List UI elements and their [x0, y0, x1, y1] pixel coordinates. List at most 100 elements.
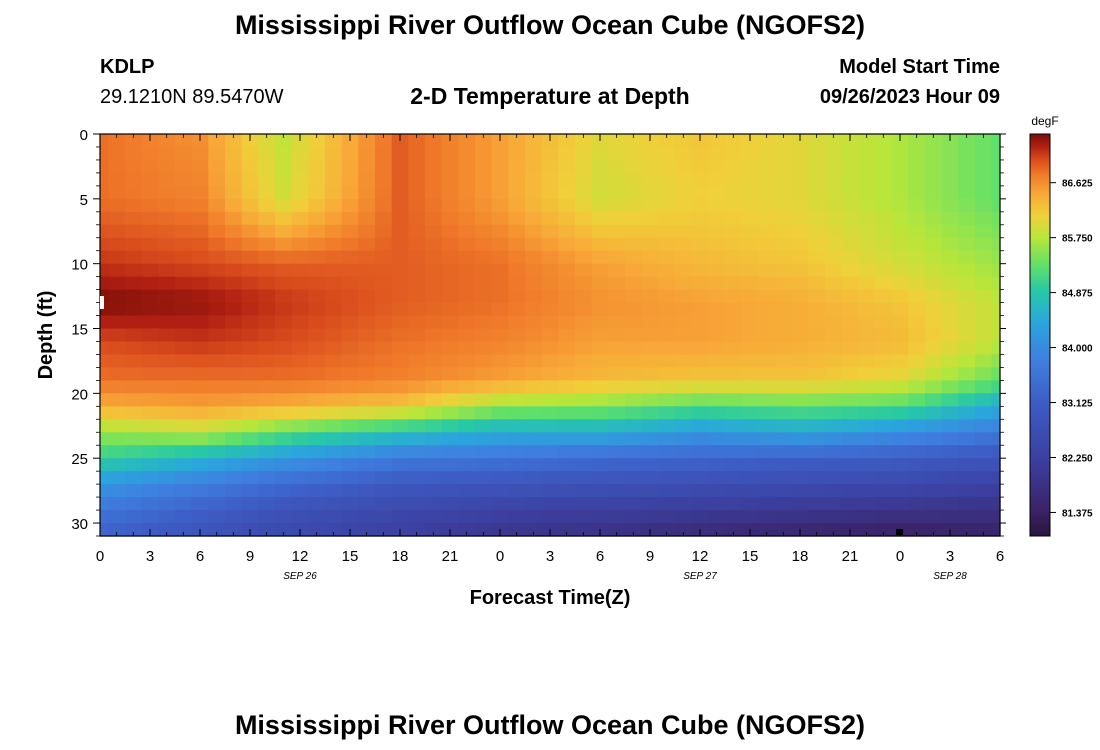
heatmap-cell: [341, 341, 359, 356]
heatmap-cell: [458, 328, 476, 343]
heatmap-cell: [525, 341, 543, 356]
heatmap-cell: [875, 159, 893, 174]
heatmap-cell: [625, 354, 643, 369]
heatmap-cell: [391, 445, 409, 459]
heatmap-cell: [975, 159, 993, 174]
heatmap-cell: [275, 419, 293, 433]
heatmap-cell: [441, 328, 459, 343]
heatmap-cell: [658, 354, 676, 369]
heatmap-cell: [141, 263, 159, 278]
heatmap-cell: [675, 276, 693, 291]
heatmap-cell: [991, 354, 1001, 369]
heatmap-cell: [358, 497, 376, 511]
heatmap-cell: [158, 341, 176, 356]
heatmap-cell: [758, 172, 776, 187]
heatmap-cell: [225, 354, 243, 369]
heatmap-cell: [958, 263, 976, 278]
heatmap-cell: [100, 341, 109, 356]
heatmap-cell: [808, 458, 826, 472]
heatmap-cell: [958, 393, 976, 407]
heatmap-cell: [341, 419, 359, 433]
heatmap-cell: [341, 250, 359, 265]
heatmap-cell: [958, 458, 976, 472]
heatmap-cell: [558, 159, 576, 174]
heatmap-cell: [608, 393, 626, 407]
heatmap-cell: [208, 471, 226, 485]
heatmap-cell: [941, 406, 959, 420]
heatmap-cell: [975, 237, 993, 252]
heatmap-cell: [308, 250, 326, 265]
heatmap-cell: [775, 471, 793, 485]
heatmap-cell: [858, 328, 876, 343]
heatmap-cell: [608, 198, 626, 213]
heatmap-cell: [458, 523, 476, 537]
heatmap-cell: [925, 172, 943, 187]
heatmap-cell: [158, 419, 176, 433]
heatmap-cell: [325, 406, 343, 420]
heatmap-cell: [591, 445, 609, 459]
heatmap-cell: [291, 484, 309, 498]
heatmap-cell: [708, 250, 726, 265]
heatmap-cell: [541, 276, 559, 291]
heatmap-cell: [458, 445, 476, 459]
heatmap-cell: [408, 172, 426, 187]
heatmap-cell: [208, 458, 226, 472]
heatmap-cell: [691, 471, 709, 485]
heatmap-cell: [125, 471, 143, 485]
y-tick-label: 30: [71, 516, 88, 533]
heatmap-cell: [275, 354, 293, 369]
heatmap-cell: [758, 484, 776, 498]
heatmap-cell: [675, 224, 693, 239]
heatmap-cell: [175, 471, 193, 485]
heatmap-cell: [158, 289, 176, 304]
heatmap-cell: [341, 211, 359, 226]
heatmap-cell: [991, 211, 1001, 226]
heatmap-cell: [758, 198, 776, 213]
heatmap-cell: [558, 406, 576, 420]
heatmap-cell: [825, 445, 843, 459]
heatmap-cell: [458, 354, 476, 369]
heatmap-cell: [725, 471, 743, 485]
heatmap-cell: [491, 328, 509, 343]
heatmap-cell: [658, 315, 676, 330]
heatmap-cell: [275, 458, 293, 472]
heatmap-cell: [491, 302, 509, 317]
heatmap-cell: [125, 185, 143, 200]
heatmap-cell: [158, 393, 176, 407]
heatmap-cell: [291, 510, 309, 524]
heatmap-cell: [691, 341, 709, 356]
heatmap-cell: [525, 134, 543, 148]
heatmap-cell: [691, 224, 709, 239]
heatmap-cell: [308, 146, 326, 161]
heatmap-cell: [558, 315, 576, 330]
heatmap-cell: [958, 380, 976, 394]
heatmap-cell: [100, 185, 109, 200]
heatmap-cell: [775, 458, 793, 472]
heatmap-cell: [425, 134, 443, 148]
heatmap-cell: [958, 510, 976, 524]
heatmap-cell: [791, 198, 809, 213]
heatmap-cell: [675, 367, 693, 381]
heatmap-cell: [608, 484, 626, 498]
x-tick-label: 6: [596, 548, 604, 565]
y-tick-label: 0: [80, 127, 88, 144]
heatmap-cell: [508, 328, 526, 343]
heatmap-cell: [641, 471, 659, 485]
heatmap-cell: [125, 341, 143, 356]
heatmap-cell: [591, 289, 609, 304]
heatmap-cell: [591, 211, 609, 226]
heatmap-cell: [475, 134, 493, 148]
heatmap-cell: [558, 276, 576, 291]
heatmap-cell: [491, 250, 509, 265]
heatmap-cell: [841, 146, 859, 161]
heatmap-cell: [891, 237, 909, 252]
heatmap-cell: [891, 419, 909, 433]
heatmap-cell: [491, 315, 509, 330]
heatmap-cell: [875, 393, 893, 407]
heatmap-cell: [675, 159, 693, 174]
heatmap-cell: [208, 198, 226, 213]
colorbar-tick-label: 86.625: [1062, 179, 1093, 190]
heatmap-cell: [408, 380, 426, 394]
heatmap-cell: [841, 393, 859, 407]
heatmap-cell: [408, 250, 426, 265]
